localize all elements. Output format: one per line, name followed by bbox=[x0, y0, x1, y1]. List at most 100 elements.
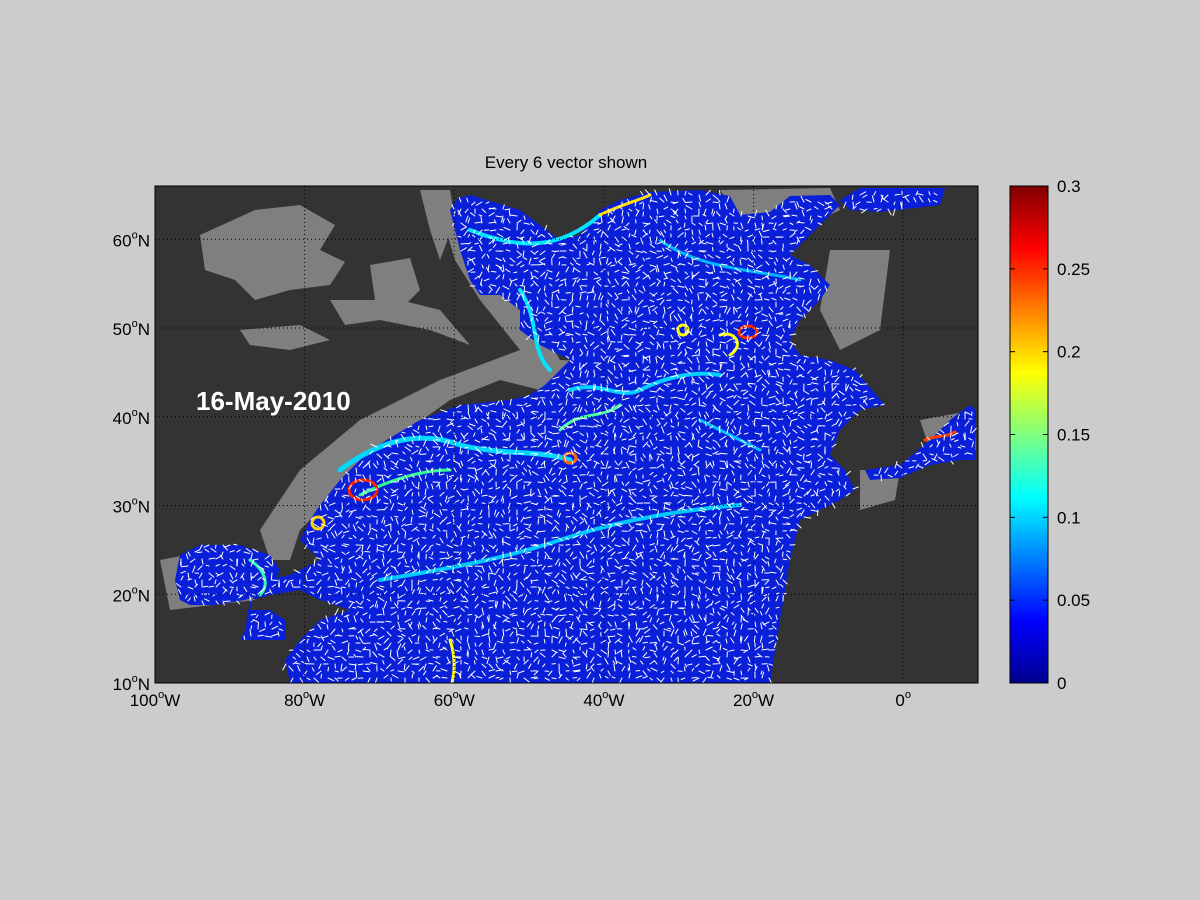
vector-arrow bbox=[807, 424, 812, 427]
vector-arrow bbox=[607, 544, 612, 548]
vector-arrow bbox=[474, 221, 482, 224]
vector-arrow bbox=[477, 569, 483, 574]
vector-arrow bbox=[797, 404, 805, 409]
vector-arrow bbox=[782, 214, 790, 217]
vector-arrow bbox=[705, 598, 710, 602]
vector-arrow bbox=[570, 488, 574, 493]
vector-arrow bbox=[782, 484, 789, 490]
vector-arrow bbox=[391, 452, 399, 455]
vector-arrow bbox=[663, 554, 665, 560]
vector-arrow bbox=[693, 551, 700, 555]
vector-arrow bbox=[520, 516, 525, 523]
vector-arrow bbox=[782, 208, 787, 214]
vector-arrow bbox=[617, 243, 623, 247]
vector-arrow bbox=[747, 285, 755, 289]
vector-arrow bbox=[631, 498, 637, 504]
vector-arrow bbox=[327, 642, 332, 645]
vector-arrow bbox=[586, 425, 594, 428]
vector-arrow bbox=[705, 536, 712, 539]
vector-arrow bbox=[705, 264, 709, 268]
vector-arrow bbox=[719, 240, 724, 245]
vector-arrow bbox=[604, 628, 609, 634]
vector-arrow bbox=[609, 217, 616, 224]
vector-arrow bbox=[579, 502, 582, 507]
vector-arrow bbox=[682, 469, 686, 476]
vector-arrow bbox=[782, 425, 787, 433]
vector-arrow bbox=[371, 558, 378, 563]
vector-arrow bbox=[554, 572, 560, 579]
vector-arrow bbox=[684, 628, 688, 636]
vector-arrow bbox=[404, 446, 412, 452]
vector-arrow bbox=[691, 473, 697, 476]
vector-arrow bbox=[361, 551, 364, 557]
vector-arrow bbox=[721, 605, 728, 609]
vector-arrow bbox=[786, 403, 791, 406]
vector-arrow bbox=[733, 623, 737, 630]
vector-arrow bbox=[369, 614, 371, 619]
vector-arrow bbox=[345, 509, 350, 513]
vector-arrow bbox=[662, 313, 665, 319]
vector-arrow bbox=[662, 247, 665, 252]
vector-arrow bbox=[446, 467, 450, 471]
vector-arrow bbox=[383, 601, 387, 609]
vector-arrow bbox=[775, 257, 779, 262]
vector-arrow bbox=[811, 382, 819, 385]
vector-arrow bbox=[390, 625, 395, 630]
vector-arrow bbox=[637, 607, 644, 610]
vector-arrow bbox=[614, 257, 617, 264]
vector-arrow bbox=[670, 396, 678, 399]
vector-arrow bbox=[533, 544, 539, 546]
vector-arrow bbox=[775, 287, 779, 294]
vector-arrow bbox=[733, 509, 740, 515]
vector-arrow bbox=[591, 677, 595, 683]
vector-arrow bbox=[526, 621, 532, 628]
vector-arrow bbox=[639, 488, 644, 492]
vector-arrow bbox=[705, 219, 709, 224]
vector-arrow bbox=[223, 544, 231, 548]
vector-arrow bbox=[670, 652, 675, 658]
vector-arrow bbox=[568, 494, 574, 497]
vector-arrow bbox=[547, 670, 553, 676]
vector-arrow bbox=[509, 612, 515, 616]
vector-arrow bbox=[411, 474, 415, 478]
vector-arrow bbox=[530, 411, 536, 415]
vector-arrow bbox=[876, 208, 882, 212]
vector-arrow bbox=[845, 416, 852, 420]
vector-arrow bbox=[785, 554, 791, 560]
vector-arrow bbox=[563, 594, 567, 602]
vector-arrow bbox=[325, 615, 329, 623]
vector-arrow bbox=[651, 495, 658, 500]
vector-arrow bbox=[600, 348, 606, 354]
vector-arrow bbox=[800, 195, 805, 203]
vector-arrow bbox=[208, 577, 212, 581]
vector-arrow bbox=[549, 283, 553, 287]
vector-arrow bbox=[327, 656, 335, 660]
vector-arrow bbox=[537, 625, 540, 630]
vector-arrow bbox=[467, 534, 470, 539]
vector-arrow bbox=[521, 237, 525, 245]
vector-arrow bbox=[720, 263, 728, 266]
vector-arrow bbox=[740, 670, 743, 676]
vector-arrow bbox=[500, 400, 504, 406]
vector-arrow bbox=[810, 430, 818, 434]
vector-arrow bbox=[712, 393, 717, 399]
vector-arrow bbox=[397, 621, 401, 628]
vector-arrow bbox=[593, 373, 596, 378]
vector-arrow bbox=[649, 243, 655, 248]
vector-arrow bbox=[551, 477, 557, 483]
vector-arrow bbox=[481, 621, 485, 629]
vector-arrow bbox=[667, 474, 672, 481]
vector-arrow bbox=[341, 502, 343, 510]
vector-arrow bbox=[699, 515, 707, 518]
vector-arrow bbox=[670, 341, 676, 343]
vector-arrow bbox=[795, 288, 798, 294]
vector-arrow bbox=[745, 306, 749, 313]
vector-arrow bbox=[582, 651, 588, 658]
vector-arrow bbox=[650, 200, 658, 203]
vector-arrow bbox=[591, 250, 595, 256]
vector-arrow bbox=[334, 677, 339, 682]
vector-arrow bbox=[824, 285, 828, 292]
vector-arrow bbox=[397, 637, 404, 644]
vector-arrow bbox=[836, 470, 840, 476]
vector-arrow bbox=[626, 446, 630, 454]
